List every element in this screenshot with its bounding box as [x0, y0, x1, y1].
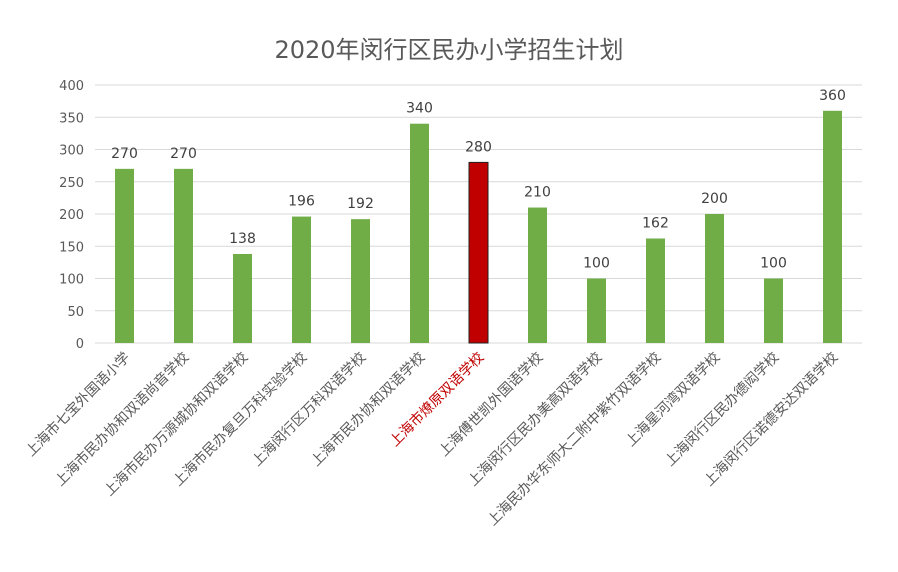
x-category-label: 上海市民办协和双语学校	[307, 349, 428, 470]
x-category-label: 上海闵行区民办德闳学校	[661, 349, 782, 470]
bar	[351, 219, 370, 343]
bars	[115, 110, 842, 344]
data-label: 270	[111, 146, 138, 162]
bar	[233, 253, 252, 343]
bar	[764, 278, 783, 343]
bar	[587, 278, 606, 343]
data-label: 100	[583, 256, 610, 272]
bar	[705, 214, 724, 343]
y-tick-label: 400	[59, 79, 84, 94]
data-label: 196	[288, 194, 315, 210]
bar	[823, 110, 842, 343]
data-label: 200	[701, 191, 728, 207]
data-label: 162	[642, 216, 669, 232]
data-labels: 270 270 138 196 192 340 280 210 100 162 200 100 360	[111, 88, 846, 272]
bar	[292, 216, 311, 343]
x-axis-labels: 上海市七宝外国语小学上海市民办协和双语尚音学校上海市民办万源城协和双语学校上海市…	[22, 349, 841, 529]
bar	[115, 168, 134, 343]
bar	[174, 168, 193, 343]
bar	[528, 207, 547, 343]
bar	[646, 238, 665, 343]
data-label: 100	[760, 256, 787, 272]
y-tick-label: 100	[59, 273, 84, 288]
data-label: 280	[465, 139, 492, 155]
data-label: 210	[524, 185, 551, 201]
y-tick-label: 300	[59, 144, 84, 159]
data-label: 270	[170, 146, 197, 162]
data-label: 138	[229, 231, 256, 247]
data-label: 192	[347, 196, 374, 212]
y-tick-label: 150	[59, 240, 84, 255]
x-category-label: 上海傅世凯外国语学校	[435, 349, 546, 460]
y-tick-label: 0	[76, 337, 84, 352]
y-axis-ticks: 0 50 100 150 200 250 300 350 400	[59, 79, 84, 352]
bar	[468, 161, 489, 344]
y-tick-label: 350	[59, 111, 84, 126]
y-tick-label: 50	[67, 305, 84, 320]
y-tick-label: 250	[59, 176, 84, 191]
data-label: 340	[406, 101, 433, 117]
data-label: 360	[819, 88, 846, 104]
x-category-label: 上海市七宝外国语小学	[22, 349, 133, 460]
bar	[410, 123, 429, 343]
x-category-label: 上海闵行区万科双语学校	[248, 349, 369, 470]
y-tick-label: 200	[59, 208, 84, 223]
chart-title: 2020年闵行区民办小学招生计划	[274, 36, 624, 64]
